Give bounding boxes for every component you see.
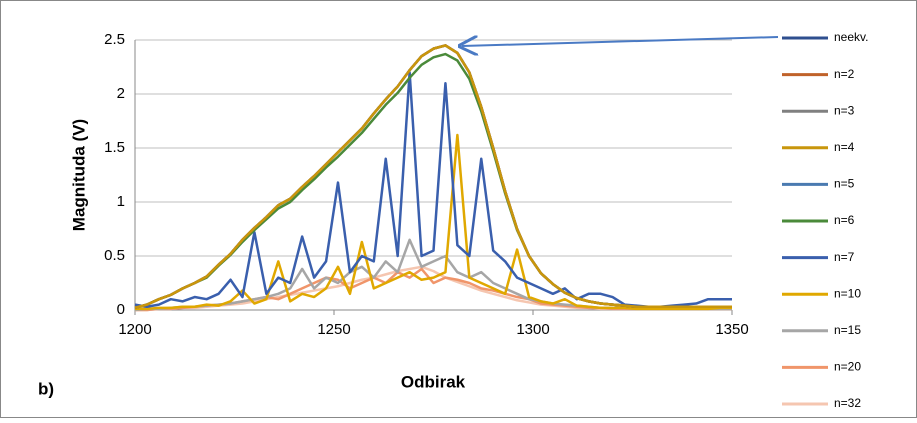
- x-tick-label: 1300: [516, 321, 549, 338]
- panel-label: b): [38, 379, 54, 398]
- legend-label: n=10: [834, 286, 861, 300]
- x-tick-label: 1250: [317, 321, 350, 338]
- y-tick-label: 1: [117, 193, 125, 210]
- series-line: [134, 44, 732, 310]
- y-tick-label: 0.5: [104, 247, 125, 264]
- legend-label: n=32: [834, 396, 861, 410]
- legend-label: n=3: [834, 103, 855, 117]
- y-tick-label: 1.5: [104, 139, 125, 156]
- y-axis-label: Magnituda (V): [69, 119, 88, 231]
- y-tick-label: 2: [117, 85, 125, 102]
- legend-label: neekv.: [834, 30, 868, 44]
- x-axis-label: Odbirak: [401, 372, 466, 391]
- plot-area: 0 0.5 1 1.5 2 2.5 1200 1250 1300 1350: [104, 31, 749, 338]
- x-tick-label: 1350: [715, 321, 748, 338]
- legend-label: n=20: [834, 360, 861, 374]
- legend-label: n=7: [834, 250, 855, 264]
- legend-label: n=15: [834, 323, 861, 337]
- annotation-arrow: [462, 37, 779, 46]
- legend-label: n=4: [834, 140, 855, 154]
- x-tick-label: 1200: [118, 321, 151, 338]
- legend-label: n=6: [834, 213, 855, 227]
- y-tick-label: 2.5: [104, 31, 125, 48]
- y-tick-label: 0: [117, 301, 125, 318]
- series-line: [135, 133, 732, 311]
- legend-label: n=5: [834, 177, 855, 191]
- legend-label: n=2: [834, 67, 855, 81]
